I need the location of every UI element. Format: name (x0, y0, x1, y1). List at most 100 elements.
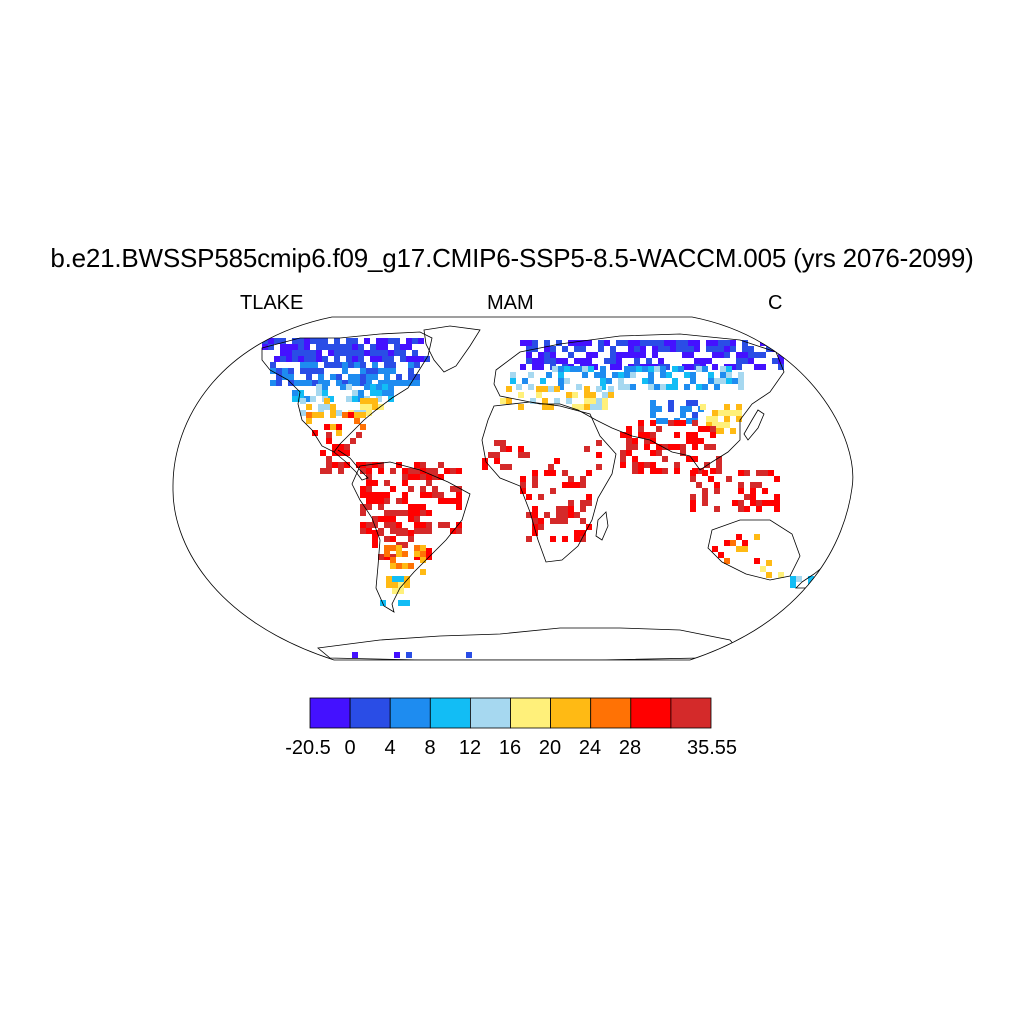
map-cell (662, 456, 668, 462)
map-cell (596, 464, 602, 470)
map-cell (408, 362, 414, 368)
map-cell (384, 492, 390, 498)
map-cell (306, 412, 312, 418)
map-cell (550, 518, 556, 524)
map-cell (310, 356, 316, 362)
map-cell (664, 346, 670, 352)
map-cell (702, 384, 708, 390)
map-cell (372, 492, 378, 498)
map-cell (352, 350, 358, 356)
map-cell (360, 404, 366, 410)
map-cell (360, 492, 366, 498)
colorbar-box (349, 697, 391, 729)
colorbar-box (550, 697, 592, 729)
map-cell (586, 352, 592, 358)
map-cell (346, 396, 352, 402)
map-cell (406, 652, 412, 658)
map-cell (544, 346, 550, 352)
map-cell (584, 398, 590, 404)
map-cell (412, 356, 418, 362)
map-cell (726, 378, 732, 384)
map-cell (760, 364, 766, 370)
map-cell (336, 374, 342, 380)
map-cell (632, 468, 638, 474)
map-cell (698, 468, 704, 474)
map-cell (310, 350, 316, 356)
map-cell (544, 358, 550, 364)
map-cell (568, 476, 574, 482)
map-cell (378, 462, 384, 468)
map-cell (568, 482, 574, 488)
map-cell (312, 368, 318, 374)
map-cell (292, 350, 298, 356)
map-cell (366, 498, 372, 504)
map-cell (710, 468, 716, 474)
map-cell (684, 372, 690, 378)
map-cell (378, 380, 384, 386)
map-cell (426, 492, 432, 498)
map-cell (630, 384, 636, 390)
map-cell (656, 406, 662, 412)
map-cell (366, 404, 372, 410)
map-cell (310, 396, 316, 402)
map-cell (642, 366, 648, 372)
map-cell (532, 524, 538, 530)
map-cell (726, 366, 732, 372)
map-cell (544, 470, 550, 476)
map-cell (638, 468, 644, 474)
map-cell (674, 432, 680, 438)
map-cell (292, 338, 298, 344)
map-cell (730, 346, 736, 352)
map-cell (634, 352, 640, 358)
map-cell (384, 545, 390, 551)
map-cell (348, 412, 354, 418)
colorbar-box (510, 697, 551, 729)
map-cell (280, 350, 286, 356)
map-cell (360, 374, 366, 380)
map-cell (694, 340, 700, 346)
map-cell (466, 652, 472, 658)
map-cell (600, 372, 606, 378)
map-cell (744, 470, 750, 476)
map-cell (696, 384, 702, 390)
map-cell (404, 600, 410, 606)
map-cell (544, 512, 550, 518)
map-cell (370, 390, 376, 396)
map-cell (316, 384, 322, 390)
map-cell (488, 452, 494, 458)
map-cell (326, 468, 332, 474)
map-cell (384, 516, 390, 522)
map-cell (620, 450, 626, 456)
map-cell (624, 372, 630, 378)
map-cell (280, 344, 286, 350)
map-cell (762, 470, 768, 476)
map-cell (500, 464, 506, 470)
map-cell (678, 366, 684, 372)
map-cell (378, 492, 384, 498)
map-cell (572, 392, 578, 398)
map-cell (414, 474, 420, 480)
map-cell (456, 468, 462, 474)
map-cell (730, 364, 736, 370)
map-cell (590, 404, 596, 410)
map-cell (566, 398, 572, 404)
colorbar-box (429, 697, 471, 729)
map-cell (300, 368, 306, 374)
map-cell (574, 340, 580, 346)
map-cell (580, 476, 586, 482)
map-cell (482, 464, 488, 470)
map-cell (298, 344, 304, 350)
map-cell (538, 494, 544, 500)
map-cell (390, 486, 396, 492)
map-cell (316, 350, 322, 356)
map-cell (316, 356, 322, 362)
map-cell (390, 557, 396, 563)
map-cell (350, 438, 356, 444)
map-cell (692, 438, 698, 444)
map-cell (634, 358, 640, 364)
map-cell (352, 652, 358, 658)
map-cell (336, 430, 342, 436)
map-cell (438, 498, 444, 504)
colorbar-box (389, 697, 431, 729)
map-cell (586, 494, 592, 500)
